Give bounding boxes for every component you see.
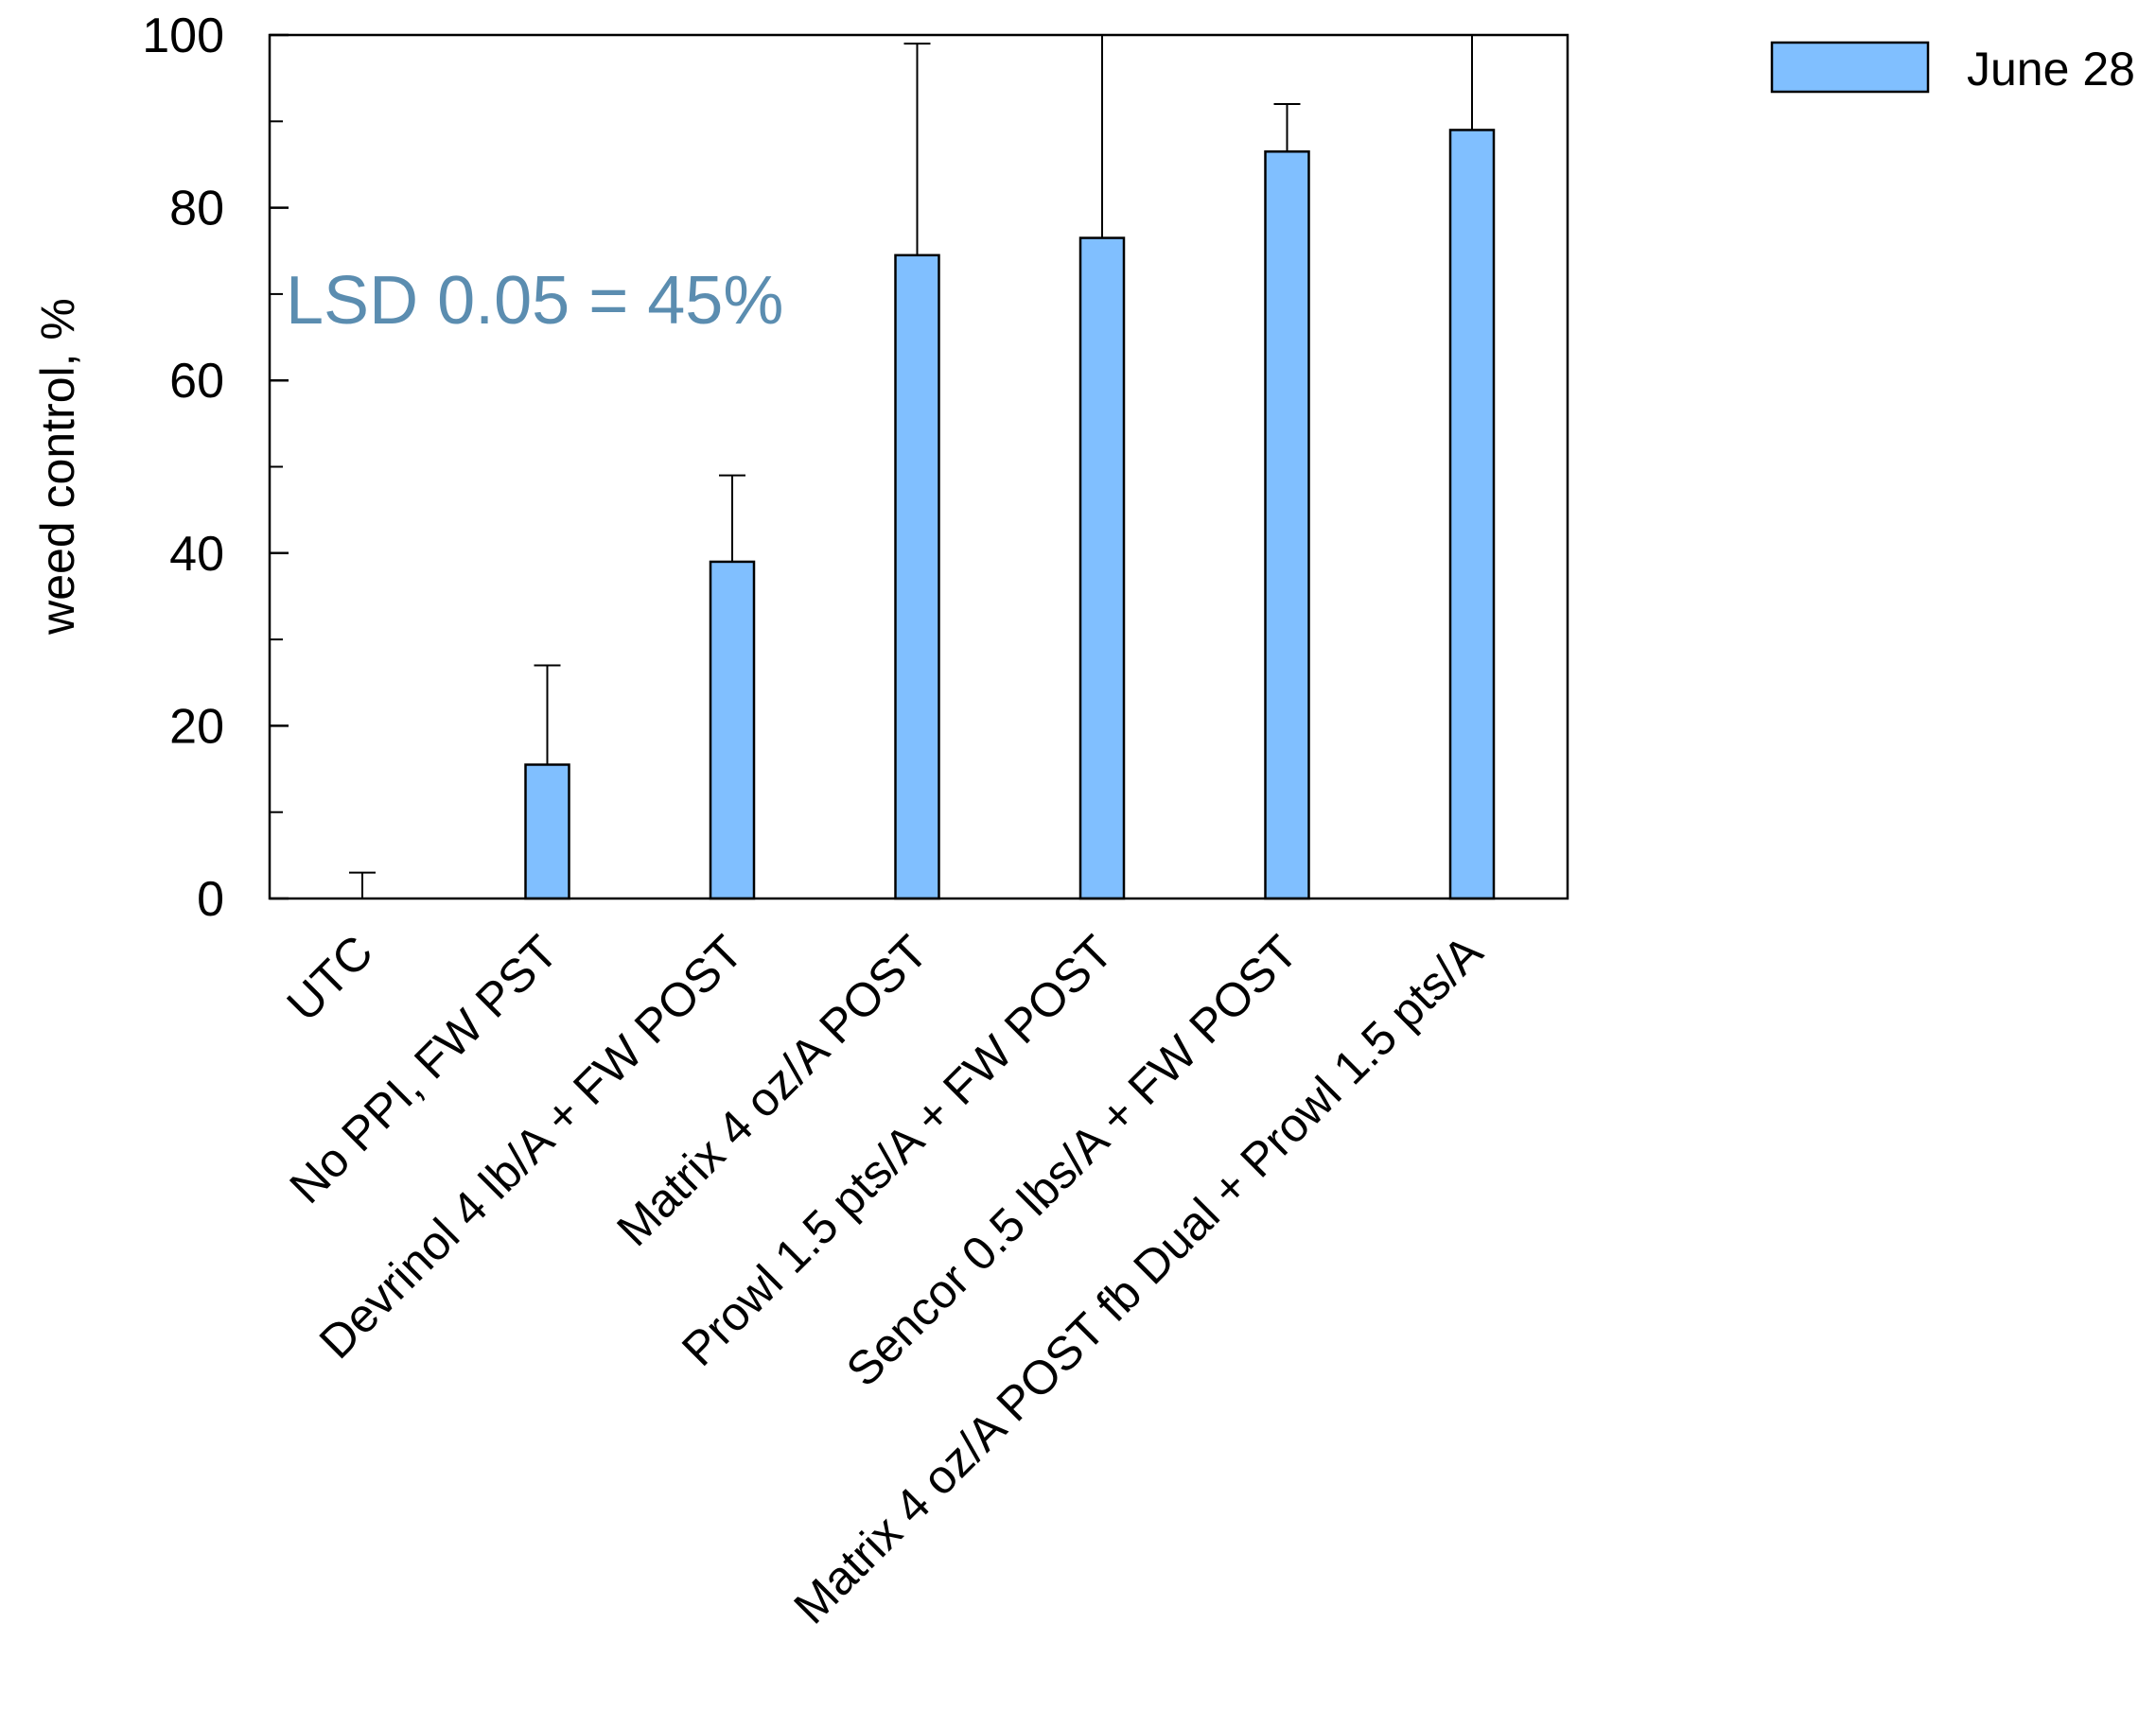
y-tick-label: 100: [142, 9, 224, 63]
legend-label: June 28: [1967, 43, 2135, 96]
y-tick-label: 60: [169, 354, 224, 409]
bar: [709, 560, 756, 900]
lsd-annotation: LSD 0.05 = 45%: [286, 263, 783, 339]
x-tick-label: Matrix 4 oz/A POST: [606, 925, 938, 1256]
y-tick-label: 40: [169, 527, 224, 582]
bar: [1264, 150, 1310, 900]
legend-swatch: [1770, 41, 1930, 94]
error-bars: [349, 35, 1473, 899]
y-axis-label: weed control, %: [31, 298, 84, 636]
y-tick-label: 20: [169, 699, 224, 754]
plot-frame: [268, 33, 1569, 900]
x-tick-label: Matrix 4 oz/A POST fb Dual + Prowl 1.5 p…: [783, 925, 1493, 1634]
y-tick-label: 80: [169, 182, 224, 236]
y-tick-labels: 0 20 40 60 80 100: [142, 9, 224, 927]
y-minor-ticks: [270, 34, 283, 899]
x-tick-label: UTC: [277, 925, 383, 1031]
bar: [524, 763, 570, 900]
bar: [1448, 129, 1496, 900]
bar: [894, 253, 940, 900]
bars: [341, 129, 1496, 900]
legend: June 28: [1770, 41, 2135, 96]
y-tick-label: 0: [197, 872, 224, 927]
bar: [1078, 236, 1126, 900]
